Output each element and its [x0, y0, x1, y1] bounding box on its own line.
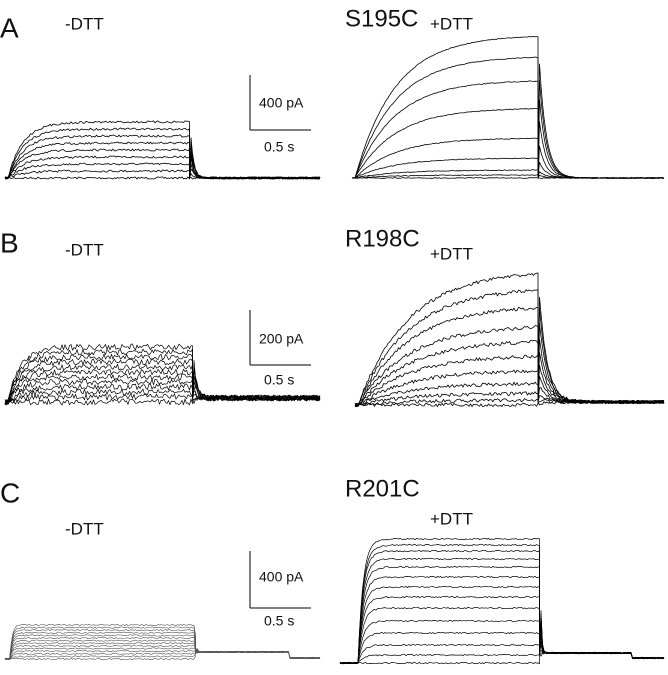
current-traces	[4, 343, 321, 406]
trace	[4, 353, 321, 406]
panel-label: A	[0, 12, 19, 43]
scale-time: 0.5 s	[264, 372, 294, 388]
trace	[4, 629, 321, 660]
mutant: R201C	[345, 475, 420, 502]
scale-time: 0.5 s	[264, 613, 294, 629]
panel-a: A -DTT S195C +DTT 400 pA 0.5 s	[0, 5, 473, 154]
condition: -DTT	[65, 240, 104, 259]
condition: +DTT	[430, 244, 473, 263]
panel-label: B	[0, 227, 19, 258]
trace	[4, 634, 321, 660]
current-traces	[4, 120, 321, 180]
trace	[339, 557, 665, 665]
trace	[351, 169, 665, 179]
trace	[354, 369, 665, 406]
panel-label: C	[0, 477, 20, 508]
scale-current: 400 pA	[259, 95, 304, 111]
trace	[5, 127, 321, 180]
trace	[354, 289, 665, 408]
trace	[339, 651, 665, 665]
trace	[351, 80, 665, 179]
trace	[4, 343, 321, 405]
condition: +DTT	[430, 14, 473, 33]
trace	[352, 36, 665, 179]
scale-time: 0.5 s	[264, 139, 294, 155]
trace	[351, 108, 664, 179]
current-traces	[4, 624, 321, 660]
trace	[339, 643, 665, 665]
mutant: R198C	[345, 225, 420, 252]
trace	[4, 624, 321, 660]
condition: -DTT	[65, 14, 104, 33]
trace	[339, 565, 665, 665]
trace	[4, 626, 321, 660]
panel-c: C -DTT R201C +DTT 400 pA 0.5 s	[0, 475, 473, 628]
scale-current: 200 pA	[259, 331, 304, 347]
current-traces	[354, 272, 665, 408]
trace	[354, 272, 665, 406]
trace	[339, 631, 665, 665]
trace	[4, 155, 321, 180]
trace	[339, 537, 665, 665]
trace	[339, 575, 665, 664]
condition: -DTT	[65, 519, 104, 538]
current-traces	[351, 36, 665, 179]
trace	[354, 391, 665, 406]
panel-b: B -DTT R198C +DTT 200 pA 0.5 s	[0, 225, 473, 387]
trace	[339, 619, 665, 665]
trace	[4, 120, 321, 180]
trace	[4, 348, 321, 403]
current-traces	[339, 537, 665, 665]
trace	[339, 543, 665, 664]
scale-current: 400 pA	[259, 569, 304, 585]
mutant: S195C	[345, 5, 418, 32]
trace	[339, 651, 665, 664]
trace	[351, 56, 665, 179]
condition: +DTT	[430, 509, 473, 528]
trace	[354, 306, 665, 407]
trace	[354, 354, 665, 406]
